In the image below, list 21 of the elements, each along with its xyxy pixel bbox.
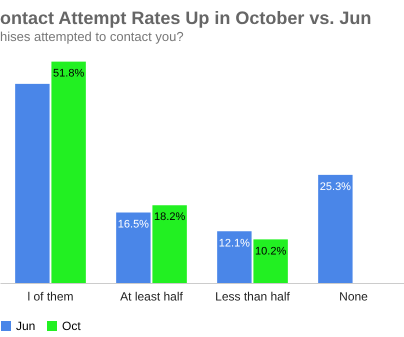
bar bbox=[152, 205, 187, 283]
bar bbox=[318, 174, 353, 283]
bar bbox=[15, 84, 50, 283]
data-label: 10.2% bbox=[255, 245, 286, 258]
data-label: 12.1% bbox=[218, 237, 250, 250]
bar bbox=[51, 62, 86, 283]
bar bbox=[116, 212, 151, 283]
data-label: 18.2% bbox=[154, 211, 186, 224]
data-label: 51.8% bbox=[53, 68, 84, 80]
bar bbox=[253, 239, 288, 283]
x-tick-label: l of them bbox=[27, 290, 74, 304]
x-tick-label: At least half bbox=[120, 290, 184, 304]
x-tick-label: Less than half bbox=[215, 290, 291, 304]
data-label: 16.5% bbox=[118, 218, 150, 230]
chart-subtitle: hises attempted to contact you? bbox=[0, 29, 184, 44]
chart-title: ontact Attempt Rates Up in October vs. Jun bbox=[0, 8, 372, 28]
legend-label: Oct bbox=[62, 319, 82, 333]
x-tick-label: None bbox=[339, 290, 368, 304]
legend-label: Jun bbox=[16, 319, 36, 333]
bar bbox=[217, 231, 252, 283]
data-label: 25.3% bbox=[320, 180, 352, 193]
